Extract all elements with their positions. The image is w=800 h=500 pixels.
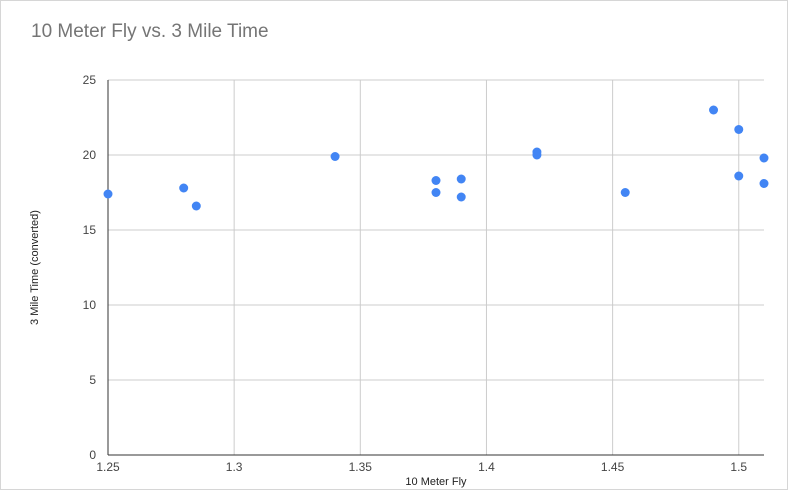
data-point xyxy=(532,150,542,160)
y-tick-label: 15 xyxy=(83,223,97,237)
x-tick-label: 1.4 xyxy=(478,460,495,474)
y-axis-label: 3 Mile Time (converted) xyxy=(29,210,41,325)
y-tick-label: 5 xyxy=(89,373,96,387)
x-tick-label: 1.35 xyxy=(349,460,373,474)
data-point xyxy=(179,183,189,193)
chart-title: 10 Meter Fly vs. 3 Mile Time xyxy=(31,21,269,42)
data-point xyxy=(431,188,441,197)
y-tick-label: 0 xyxy=(89,448,96,462)
y-tick-label: 25 xyxy=(83,73,97,87)
data-point xyxy=(330,152,340,161)
data-point xyxy=(759,179,769,188)
data-point xyxy=(103,189,113,199)
data-point xyxy=(456,174,466,184)
x-tick-label: 1.3 xyxy=(226,460,243,474)
x-tick-label: 1.45 xyxy=(601,460,625,474)
x-tick-label: 1.25 xyxy=(96,460,120,474)
data-point xyxy=(456,192,466,202)
tick-labels: 0 5 10 15 20 25 1.25 1.3 1.35 1.4 1.45 1.5 xyxy=(83,73,748,474)
data-point xyxy=(431,176,441,185)
x-axis-label: 10 Meter Fly xyxy=(405,476,467,488)
chart-frame: 10 Meter Fly vs. 3 Mile Time xyxy=(0,0,788,490)
data-point xyxy=(709,105,719,115)
grid-lines xyxy=(108,79,764,455)
x-tick-label: 1.5 xyxy=(730,460,747,474)
data-point xyxy=(191,201,201,211)
data-point xyxy=(734,125,744,134)
data-point xyxy=(620,188,630,197)
y-tick-label: 10 xyxy=(83,298,97,312)
axes xyxy=(107,80,764,456)
data-points xyxy=(103,105,769,211)
data-point xyxy=(759,153,769,163)
y-tick-label: 20 xyxy=(83,148,97,162)
data-point xyxy=(734,171,744,181)
